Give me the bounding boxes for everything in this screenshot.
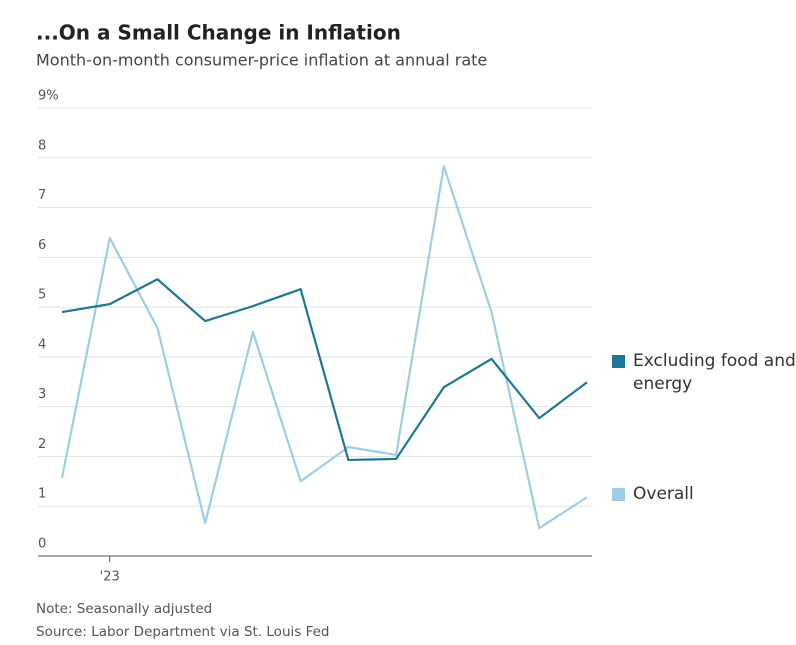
legend-item: Overall [612,483,796,506]
legend-swatch [612,355,625,368]
series-line [61,278,588,462]
y-tick-label: 6 [38,238,46,253]
y-tick-label: 7 [38,188,46,203]
series-line [60,165,588,530]
y-tick-label: 1 [38,487,46,502]
y-tick-label: 2 [38,437,46,452]
legend-swatch [612,488,625,501]
chart-subtitle: Month-on-month consumer-price inflation … [36,51,487,70]
note: Note: Seasonally adjusted [36,601,212,617]
y-tick-label: 8 [38,138,46,153]
y-tick-label: 3 [38,387,46,402]
legend-item: Excluding food and energy [612,350,796,396]
legend-label: Overall [633,484,694,504]
y-tick-label: 9% [38,89,59,104]
chart-title: ...On a Small Change in Inflation [36,21,401,45]
y-tick-label: 5 [38,288,46,303]
y-tick-label: 4 [38,337,46,352]
y-tick-label: 0 [38,537,46,552]
legend-label: Excluding food and energy [633,351,796,394]
source: Source: Labor Department via St. Louis F… [36,624,329,640]
x-tick-label: '23 [100,570,120,585]
